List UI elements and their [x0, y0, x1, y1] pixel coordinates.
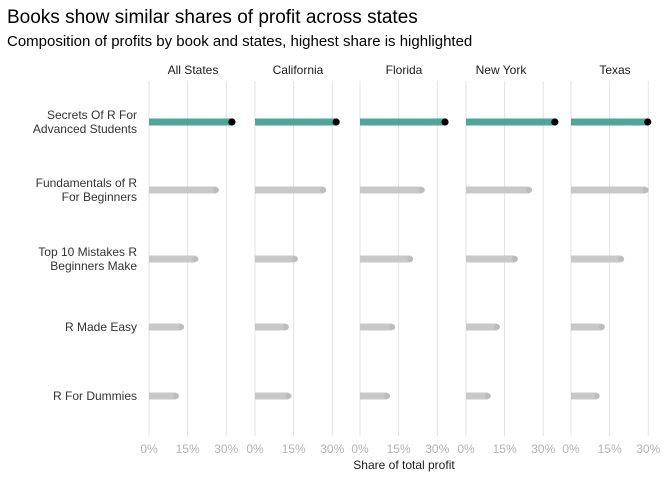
category-labels: Secrets Of R For Advanced Students Fundame… [33, 108, 137, 403]
bar [571, 186, 646, 194]
x-tick-labels: 0% 15% 30% 0% 15% 30% 0% 15% 30% 0% 15% 30% 0% 15% 30% [140, 442, 660, 456]
point [212, 187, 219, 193]
x-tick-label: 0% [351, 442, 369, 456]
facet-labels: All States California Florida New York Texas [168, 63, 631, 77]
point [526, 187, 533, 193]
facet-label-texas: Texas [599, 63, 630, 77]
x-tick-label: 15% [176, 442, 200, 456]
bar [360, 186, 422, 194]
point [192, 256, 199, 262]
point [493, 324, 500, 330]
point [320, 187, 327, 193]
point [285, 393, 292, 399]
bar [255, 323, 286, 331]
x-tick-label: 30% [214, 442, 238, 456]
category-label: Fundamentals of R For Beginners [36, 176, 138, 204]
bar [360, 392, 388, 400]
point [384, 393, 391, 399]
point [282, 324, 289, 330]
category-label-line: Top 10 Mistakes R [38, 245, 137, 259]
category-label: R For Dummies [53, 389, 137, 403]
x-tick-label: 30% [320, 442, 344, 456]
x-tick-label: 0% [140, 442, 158, 456]
point [593, 393, 600, 399]
point [389, 324, 396, 330]
bar [255, 255, 295, 263]
point [598, 324, 605, 330]
bar [466, 323, 497, 331]
bar [255, 186, 324, 194]
bar [466, 118, 555, 126]
bar [360, 118, 445, 126]
point [291, 256, 298, 262]
point [178, 324, 185, 330]
category-label-line: Beginners Make [50, 259, 137, 273]
category-label-line: Fundamentals of R [36, 176, 138, 190]
bar [571, 255, 622, 263]
point [418, 187, 425, 193]
x-tick-label: 15% [387, 442, 411, 456]
bar [466, 186, 530, 194]
point [441, 118, 449, 126]
point [642, 187, 649, 193]
point [484, 393, 491, 399]
bar [466, 255, 515, 263]
category-label: Top 10 Mistakes R Beginners Make [38, 245, 137, 273]
x-tick-label: 0% [457, 442, 475, 456]
category-label: Secrets Of R For Advanced Students [33, 108, 137, 136]
category-label-line: Secrets Of R For [47, 108, 137, 122]
bar [360, 255, 411, 263]
chart-title: Books show similar shares of profit acro… [7, 7, 418, 28]
bar [149, 323, 182, 331]
bar [466, 392, 488, 400]
point [644, 118, 652, 126]
facet-label-florida: Florida [386, 63, 423, 77]
x-tick-label: 15% [282, 442, 306, 456]
facet-label-all-states: All States [168, 63, 219, 77]
bar [149, 118, 232, 126]
x-tick-label: 15% [598, 442, 622, 456]
x-axis-title: Share of total profit [353, 458, 455, 472]
bar [255, 392, 289, 400]
x-tick-label: 0% [562, 442, 580, 456]
category-label-line: For Beginners [62, 190, 137, 204]
point [551, 118, 559, 126]
point [407, 256, 414, 262]
bar [571, 118, 648, 126]
category-label-line: Advanced Students [33, 122, 137, 136]
bar [360, 323, 393, 331]
point [618, 256, 625, 262]
bar [149, 392, 177, 400]
x-tick-label: 30% [425, 442, 449, 456]
bar [149, 255, 196, 263]
bar [255, 118, 337, 126]
x-tick-label: 0% [246, 442, 264, 456]
x-tick-label: 30% [531, 442, 555, 456]
bars [149, 118, 652, 400]
bar [571, 323, 602, 331]
point [332, 118, 340, 126]
category-label: R Made Easy [65, 320, 137, 334]
bar [571, 392, 597, 400]
facet-label-california: California [273, 63, 324, 77]
point [173, 393, 180, 399]
point [228, 118, 236, 126]
x-tick-label: 30% [636, 442, 660, 456]
bar [149, 186, 216, 194]
facet-label-new-york: New York [476, 63, 528, 77]
chart-subtitle: Composition of profits by book and state… [7, 33, 472, 50]
point [511, 256, 518, 262]
x-tick-label: 15% [493, 442, 517, 456]
